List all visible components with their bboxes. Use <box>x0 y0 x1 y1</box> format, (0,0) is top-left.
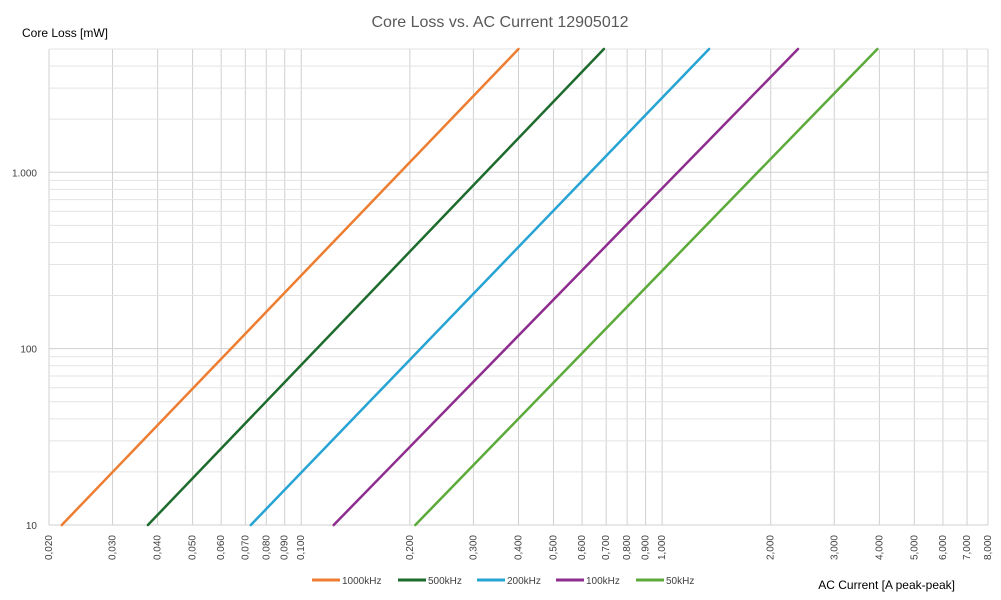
x-tick-label: 0,700 <box>601 535 612 560</box>
y-tick-label: 10 <box>26 521 38 532</box>
x-tick-label: 6,000 <box>938 535 949 560</box>
x-tick-label: 0,500 <box>548 535 559 560</box>
x-axis-title: AC Current [A peak-peak] <box>818 578 955 592</box>
x-tick-label: 0,100 <box>296 535 307 560</box>
chart-title: Core Loss vs. AC Current 12905012 <box>371 14 628 31</box>
series-line-50kHz <box>414 47 879 527</box>
x-tick-label: 4,000 <box>874 535 885 560</box>
x-tick-label: 5,000 <box>909 535 920 560</box>
x-tick-label: 0,900 <box>641 535 652 560</box>
grid <box>48 48 989 526</box>
x-tick-label: 0,300 <box>468 535 479 560</box>
legend-label-1000kHz: 1000kHz <box>342 576 381 587</box>
x-tick-labels: 0,020 0,030 0,040 0,050 0,060 0,070 0,080 0,090… <box>44 535 994 560</box>
x-tick-label: 0,060 <box>216 535 227 560</box>
legend-label-100kHz: 100kHz <box>586 576 620 587</box>
series-line-100kHz <box>332 47 800 527</box>
x-tick-label: 7,000 <box>962 535 973 560</box>
x-tick-label: 0,070 <box>240 535 251 560</box>
x-tick-label: 0,040 <box>153 535 164 560</box>
x-tick-label: 0,090 <box>280 535 291 560</box>
x-tick-label: 0,030 <box>108 535 119 560</box>
x-tick-label: 0,600 <box>577 535 588 560</box>
series-lines <box>60 47 879 527</box>
y-tick-labels: 10 100 1.000 <box>12 168 37 532</box>
x-tick-label: 0,050 <box>188 535 199 560</box>
series-line-1000kHz <box>60 47 520 527</box>
series-line-200kHz <box>249 47 711 527</box>
x-tick-label: 8,000 <box>983 535 994 560</box>
x-tick-label: 0,080 <box>261 535 272 560</box>
x-tick-label: 1,000 <box>657 535 668 560</box>
x-tick-label: 0,400 <box>514 535 525 560</box>
legend: 1000kHz 500kHz 200kHz 100kHz 50kHz <box>312 576 694 587</box>
x-tick-label: 0,200 <box>405 535 416 560</box>
x-tick-label: 0,020 <box>44 535 55 560</box>
series-line-500kHz <box>146 47 606 527</box>
x-tick-label: 2,000 <box>766 535 777 560</box>
legend-label-200kHz: 200kHz <box>507 576 541 587</box>
legend-label-500kHz: 500kHz <box>428 576 462 587</box>
y-axis-title: Core Loss [mW] <box>22 26 108 40</box>
legend-label-50kHz: 50kHz <box>666 576 694 587</box>
y-tick-label: 1.000 <box>12 168 37 179</box>
x-tick-label: 0,800 <box>622 535 633 560</box>
y-tick-label: 100 <box>20 345 37 356</box>
x-tick-label: 3,000 <box>829 535 840 560</box>
